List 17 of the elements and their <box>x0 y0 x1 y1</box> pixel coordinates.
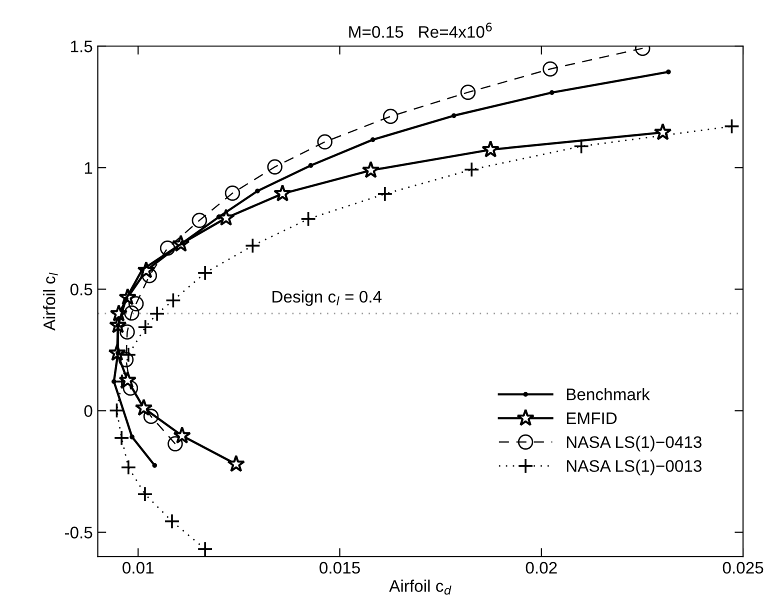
ref-line-label: Design c$_{l}$ = 0.4 <box>272 290 382 306</box>
y-tick-label: 0.5 <box>70 284 92 296</box>
x-tick-label: 0.015 <box>320 562 360 574</box>
legend-label: Benchmark <box>566 388 650 400</box>
y-axis-title: Airfoil c$_{l}$ <box>43 272 58 331</box>
x-tick-label: 0.02 <box>526 562 557 574</box>
y-tick-label: -0.5 <box>64 526 92 538</box>
y-tick-label: 0 <box>84 405 92 417</box>
y-tick-label: 1.5 <box>71 40 92 52</box>
chart-title: M=0.15 Re=4x10$^{6}$ <box>349 22 492 38</box>
legend-label: NASA LS(1)−0013 <box>566 460 702 476</box>
legend-label: NASA LS(1)−0413 <box>566 436 702 452</box>
y-tick-label: 1 <box>84 162 92 174</box>
x-tick-label: 0.01 <box>122 562 154 574</box>
x-tick-label: 0.025 <box>722 562 764 574</box>
legend-label: EMFID <box>566 412 617 424</box>
x-axis-title: Airfoil c$_{d}$ <box>389 580 452 595</box>
